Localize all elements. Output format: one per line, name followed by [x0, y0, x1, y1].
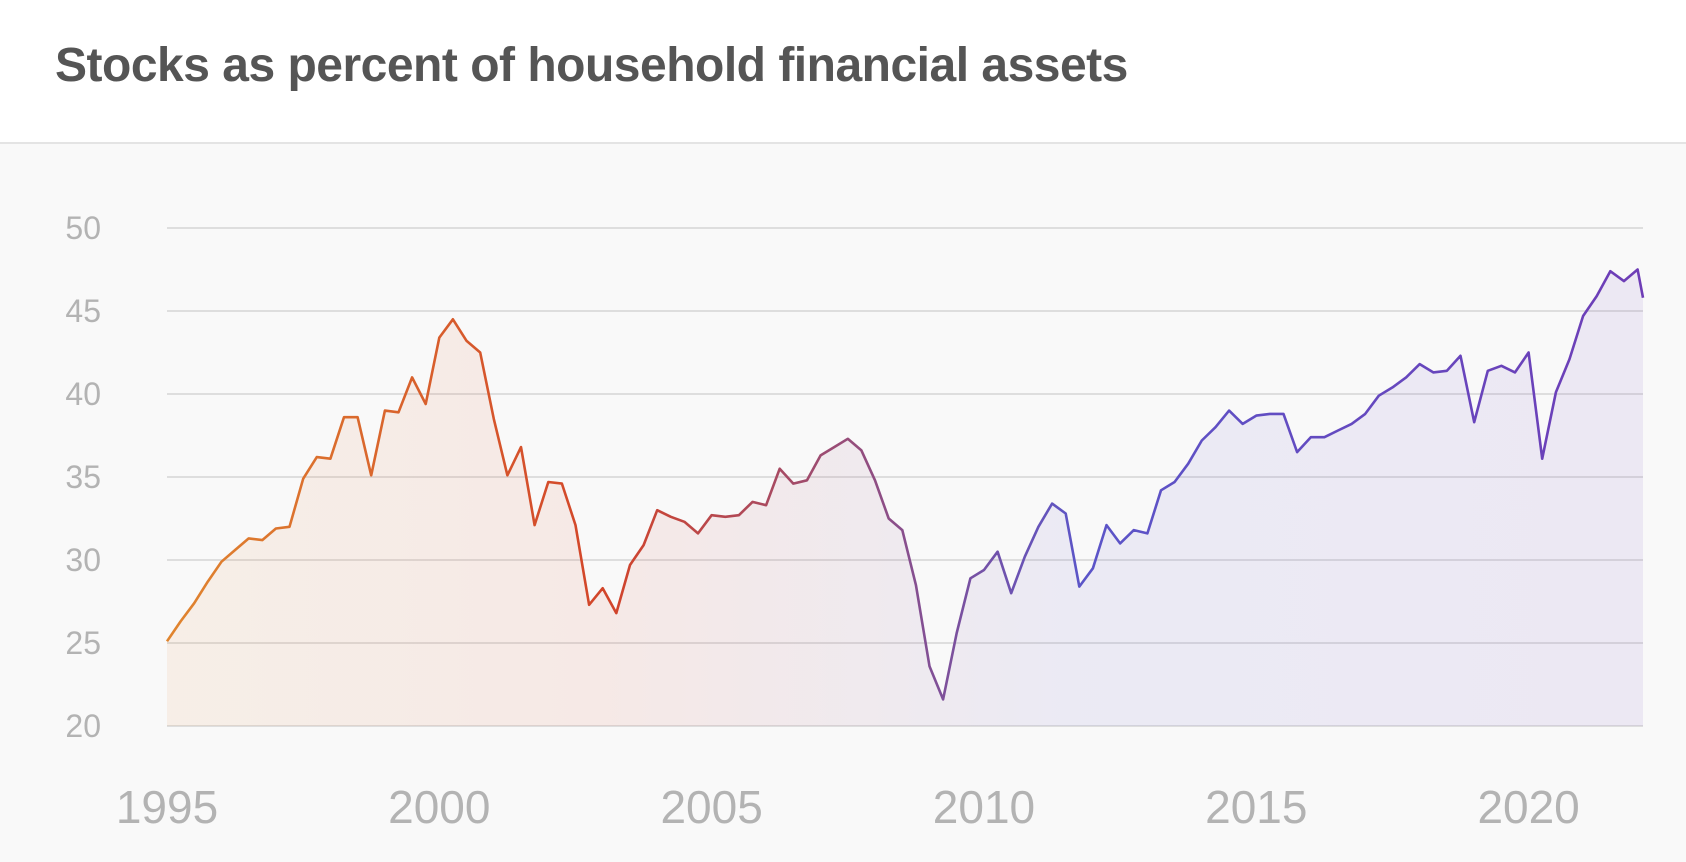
area-fill [167, 269, 1643, 726]
x-tick-label-2005: 2005 [660, 781, 762, 833]
y-tick-label-35: 35 [65, 459, 101, 495]
y-axis-tick-labels: 20 25 30 35 40 45 50 [65, 210, 101, 744]
x-tick-label-2010: 2010 [933, 781, 1035, 833]
x-tick-label-2020: 2020 [1477, 781, 1579, 833]
y-tick-label-25: 25 [65, 625, 101, 661]
x-tick-label-2000: 2000 [388, 781, 490, 833]
x-tick-label-2015: 2015 [1205, 781, 1307, 833]
chart-title: Stocks as percent of household financial… [55, 39, 1128, 92]
series-line [165, 268, 1645, 701]
y-tick-label-30: 30 [65, 542, 101, 578]
y-tick-label-45: 45 [65, 293, 101, 329]
y-tick-label-20: 20 [65, 708, 101, 744]
chart-header: Stocks as percent of household financial… [0, 0, 1686, 144]
x-axis-tick-labels: 1995 2000 2005 2010 2015 2020 [116, 781, 1580, 833]
y-tick-label-50: 50 [65, 210, 101, 246]
y-tick-label-40: 40 [65, 376, 101, 412]
x-tick-label-1995: 1995 [116, 781, 218, 833]
